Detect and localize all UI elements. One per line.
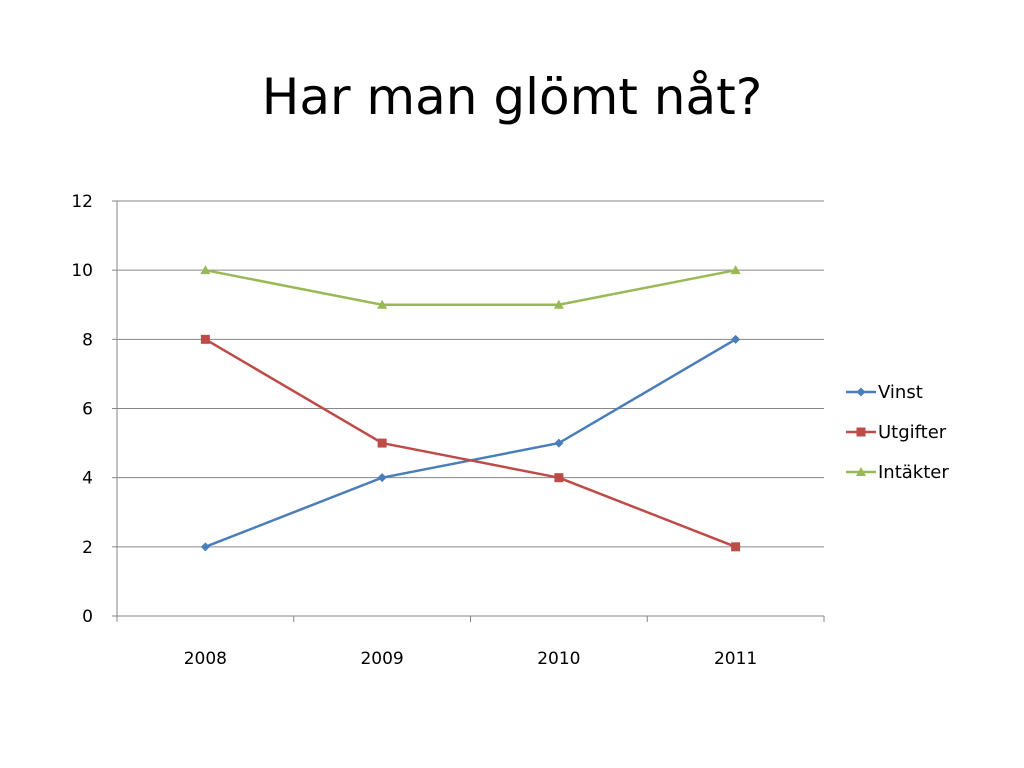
y-tick-label: 6 xyxy=(82,400,93,420)
legend-label-utgifter: Utgifter xyxy=(878,422,947,443)
data-point-utgifter xyxy=(200,334,210,344)
data-point-vinst xyxy=(200,542,210,552)
data-point-int-kter xyxy=(377,299,388,309)
series-line-int-kter xyxy=(205,268,736,306)
x-tick-label: 2011 xyxy=(714,649,757,669)
data-point-utgifter xyxy=(377,438,387,448)
data-point-utgifter xyxy=(731,542,741,552)
y-tick-label: 0 xyxy=(82,607,93,627)
legend-marker-utgifter xyxy=(856,427,866,437)
legend-marker-vinst xyxy=(856,387,866,397)
x-tick-label: 2009 xyxy=(360,649,403,669)
legend-label-vinst: Vinst xyxy=(878,382,923,403)
series-line-utgifter xyxy=(204,338,737,548)
y-tick-label: 4 xyxy=(82,469,93,489)
legend-marker-int-kter xyxy=(856,467,866,476)
data-point-int-kter xyxy=(200,265,211,275)
y-tick-label: 12 xyxy=(71,192,93,212)
x-tick-label: 2008 xyxy=(184,649,227,669)
y-tick-label: 2 xyxy=(82,538,93,558)
x-tick-label: 2010 xyxy=(537,649,580,669)
y-tick-label: 10 xyxy=(71,261,93,281)
data-point-utgifter xyxy=(554,473,564,483)
data-point-int-kter xyxy=(553,299,564,309)
data-point-vinst xyxy=(377,473,387,483)
y-tick-label: 8 xyxy=(82,330,93,350)
data-point-int-kter xyxy=(730,265,741,275)
data-point-vinst xyxy=(554,438,564,448)
legend-label-int-kter: Intäkter xyxy=(878,462,949,483)
slide-title: Har man glömt nåt? xyxy=(261,68,763,126)
data-point-vinst xyxy=(731,334,741,344)
